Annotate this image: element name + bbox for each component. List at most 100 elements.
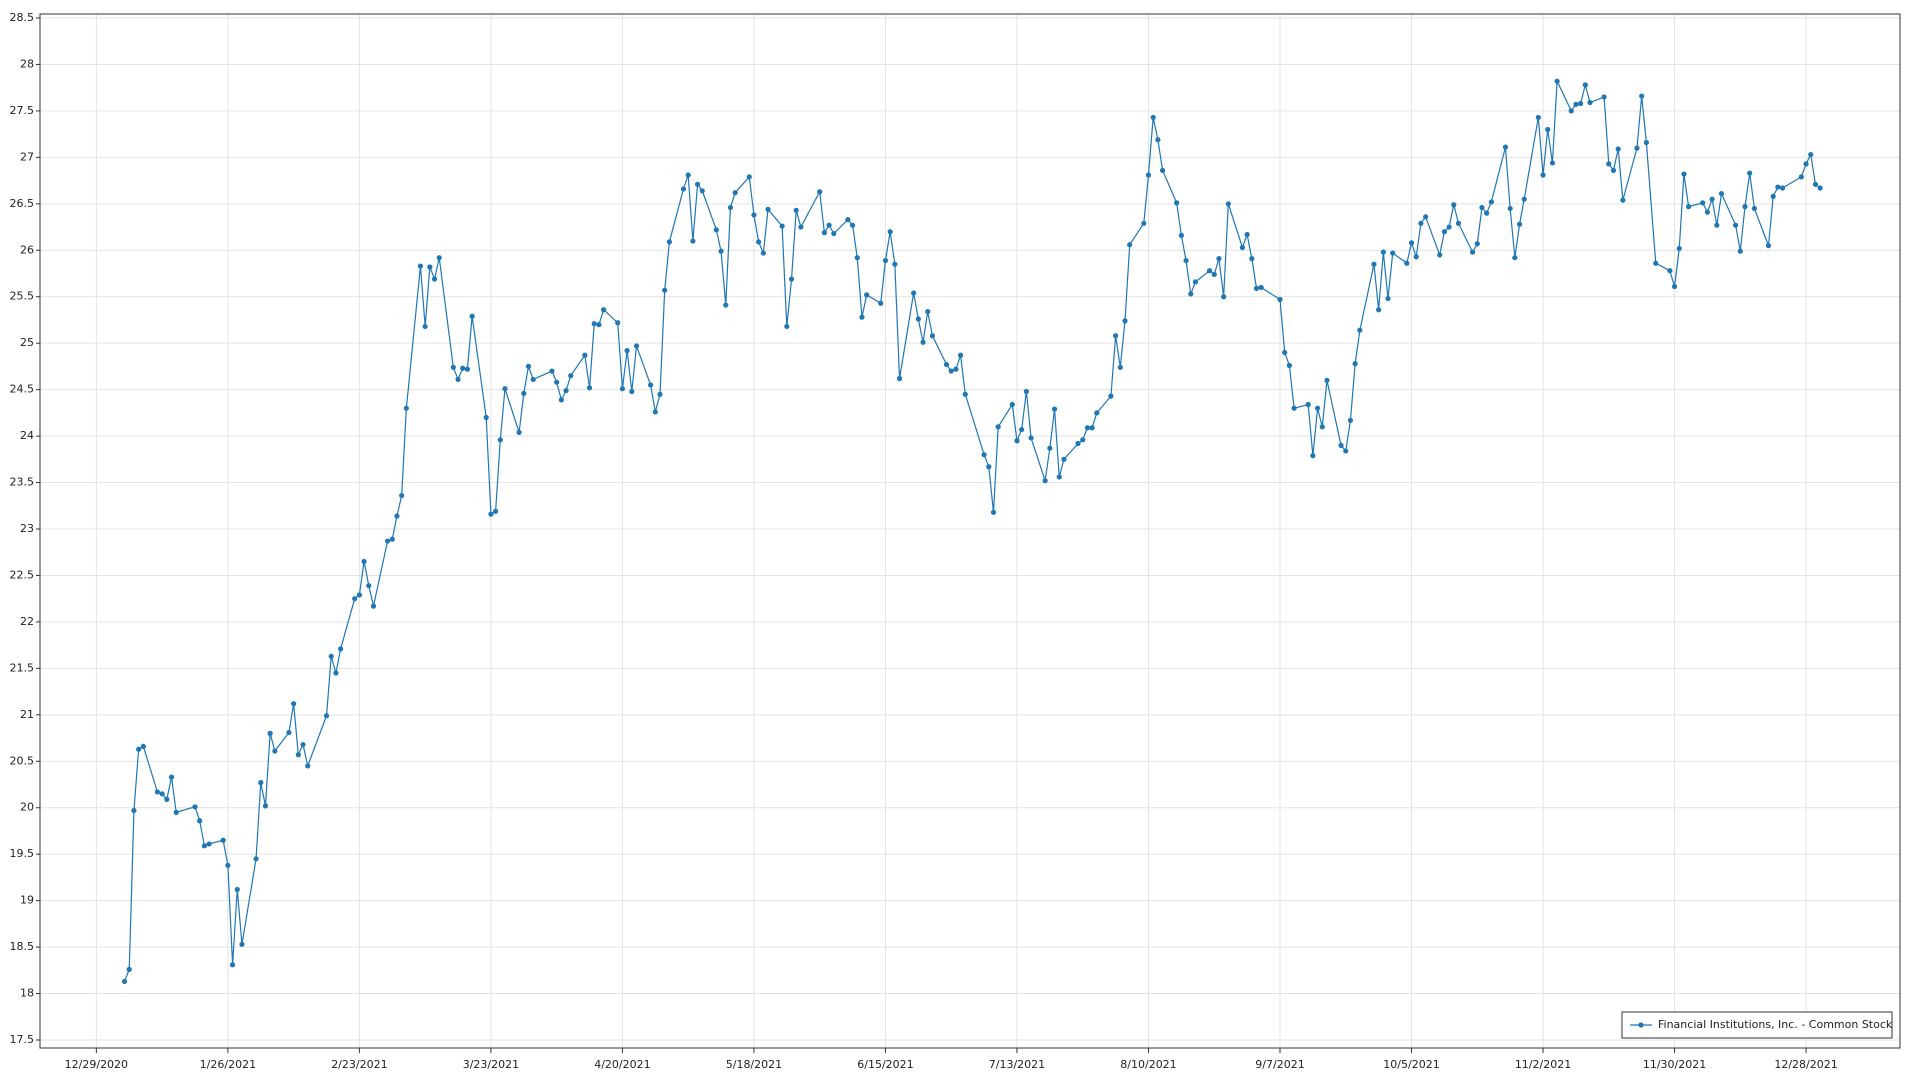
data-point bbox=[530, 376, 536, 383]
data-point bbox=[399, 492, 405, 499]
data-point bbox=[727, 204, 734, 211]
data-point bbox=[262, 803, 269, 809]
data-point bbox=[831, 230, 837, 237]
data-point bbox=[1639, 93, 1645, 99]
data-point bbox=[521, 390, 527, 396]
data-point bbox=[563, 387, 569, 394]
data-point bbox=[201, 843, 207, 849]
data-point bbox=[1155, 137, 1161, 143]
data-point bbox=[206, 841, 212, 847]
y-tick-label: 17.5 bbox=[10, 1033, 35, 1046]
data-point bbox=[662, 287, 668, 293]
data-point bbox=[1667, 268, 1673, 274]
data-point bbox=[1775, 184, 1781, 190]
data-point bbox=[887, 229, 893, 235]
data-point bbox=[1404, 260, 1410, 266]
data-point bbox=[1568, 108, 1574, 114]
data-point bbox=[229, 962, 236, 968]
data-point bbox=[911, 290, 917, 296]
data-point bbox=[1441, 229, 1447, 235]
data-point bbox=[948, 368, 954, 374]
data-point bbox=[1516, 221, 1523, 227]
data-point bbox=[1028, 435, 1034, 441]
data-point bbox=[389, 536, 395, 542]
data-point bbox=[793, 207, 799, 213]
data-point bbox=[718, 248, 724, 254]
data-point bbox=[1347, 417, 1354, 423]
data-point bbox=[220, 837, 226, 843]
data-point bbox=[1578, 100, 1584, 107]
y-tick-label: 24.5 bbox=[10, 383, 35, 396]
data-point bbox=[1258, 284, 1264, 291]
data-point bbox=[1216, 256, 1222, 262]
data-point bbox=[1319, 424, 1325, 430]
data-point bbox=[1686, 204, 1692, 210]
data-point bbox=[1371, 261, 1377, 267]
data-point bbox=[1019, 426, 1025, 433]
data-point bbox=[1423, 214, 1429, 220]
data-point bbox=[464, 366, 471, 372]
data-point bbox=[1634, 145, 1640, 151]
data-point bbox=[455, 376, 461, 383]
data-point bbox=[431, 276, 438, 282]
data-point bbox=[469, 313, 475, 319]
y-tick-label: 19 bbox=[20, 894, 34, 907]
data-point bbox=[1047, 445, 1053, 451]
data-point bbox=[417, 263, 424, 269]
x-tick-label: 9/7/2021 bbox=[1255, 1058, 1304, 1071]
data-point bbox=[633, 343, 640, 349]
data-point bbox=[1113, 333, 1119, 339]
data-point bbox=[403, 405, 409, 411]
data-point bbox=[1615, 146, 1621, 152]
data-point bbox=[291, 701, 297, 707]
data-point bbox=[1061, 456, 1067, 462]
x-tick-label: 7/13/2021 bbox=[989, 1058, 1045, 1071]
y-tick-label: 26.5 bbox=[10, 197, 35, 210]
data-point bbox=[615, 320, 621, 326]
data-point bbox=[1089, 425, 1095, 431]
data-point bbox=[1798, 174, 1804, 180]
data-point bbox=[845, 217, 851, 223]
y-tick-label: 24 bbox=[20, 429, 34, 442]
data-point bbox=[1451, 202, 1457, 208]
data-point bbox=[1305, 401, 1311, 408]
data-point bbox=[1709, 196, 1715, 202]
data-point bbox=[1014, 438, 1020, 444]
data-point bbox=[1606, 161, 1612, 167]
x-tick-label: 2/23/2021 bbox=[331, 1058, 387, 1071]
data-point bbox=[1545, 126, 1551, 133]
x-tick-label: 1/26/2021 bbox=[200, 1058, 256, 1071]
data-point bbox=[1737, 248, 1743, 254]
data-point bbox=[1549, 160, 1556, 166]
data-point bbox=[1418, 220, 1424, 226]
data-point bbox=[258, 780, 264, 786]
data-point bbox=[648, 382, 654, 388]
data-point bbox=[305, 763, 311, 769]
data-point bbox=[798, 224, 804, 230]
data-point bbox=[1681, 171, 1687, 177]
data-point bbox=[1554, 78, 1560, 84]
data-point bbox=[929, 333, 936, 339]
data-point bbox=[1643, 139, 1649, 146]
x-tick-label: 6/15/2021 bbox=[857, 1058, 913, 1071]
data-point bbox=[1751, 205, 1757, 212]
x-tick-label: 4/20/2021 bbox=[594, 1058, 650, 1071]
data-point bbox=[1535, 114, 1541, 121]
data-point bbox=[295, 752, 301, 758]
legend-label: Financial Institutions, Inc. - Common St… bbox=[1658, 1018, 1893, 1031]
data-point bbox=[896, 375, 903, 382]
data-point bbox=[849, 222, 856, 228]
data-point bbox=[690, 238, 696, 244]
data-point bbox=[826, 222, 832, 228]
data-point bbox=[1469, 249, 1476, 255]
x-tick-label: 11/2/2021 bbox=[1515, 1058, 1571, 1071]
data-point bbox=[1075, 440, 1081, 447]
data-point bbox=[1502, 144, 1509, 150]
data-point bbox=[168, 774, 175, 780]
data-point bbox=[1408, 240, 1415, 246]
data-point bbox=[1812, 181, 1819, 187]
data-point bbox=[493, 508, 499, 514]
data-point bbox=[286, 729, 292, 736]
data-point bbox=[1455, 220, 1462, 226]
